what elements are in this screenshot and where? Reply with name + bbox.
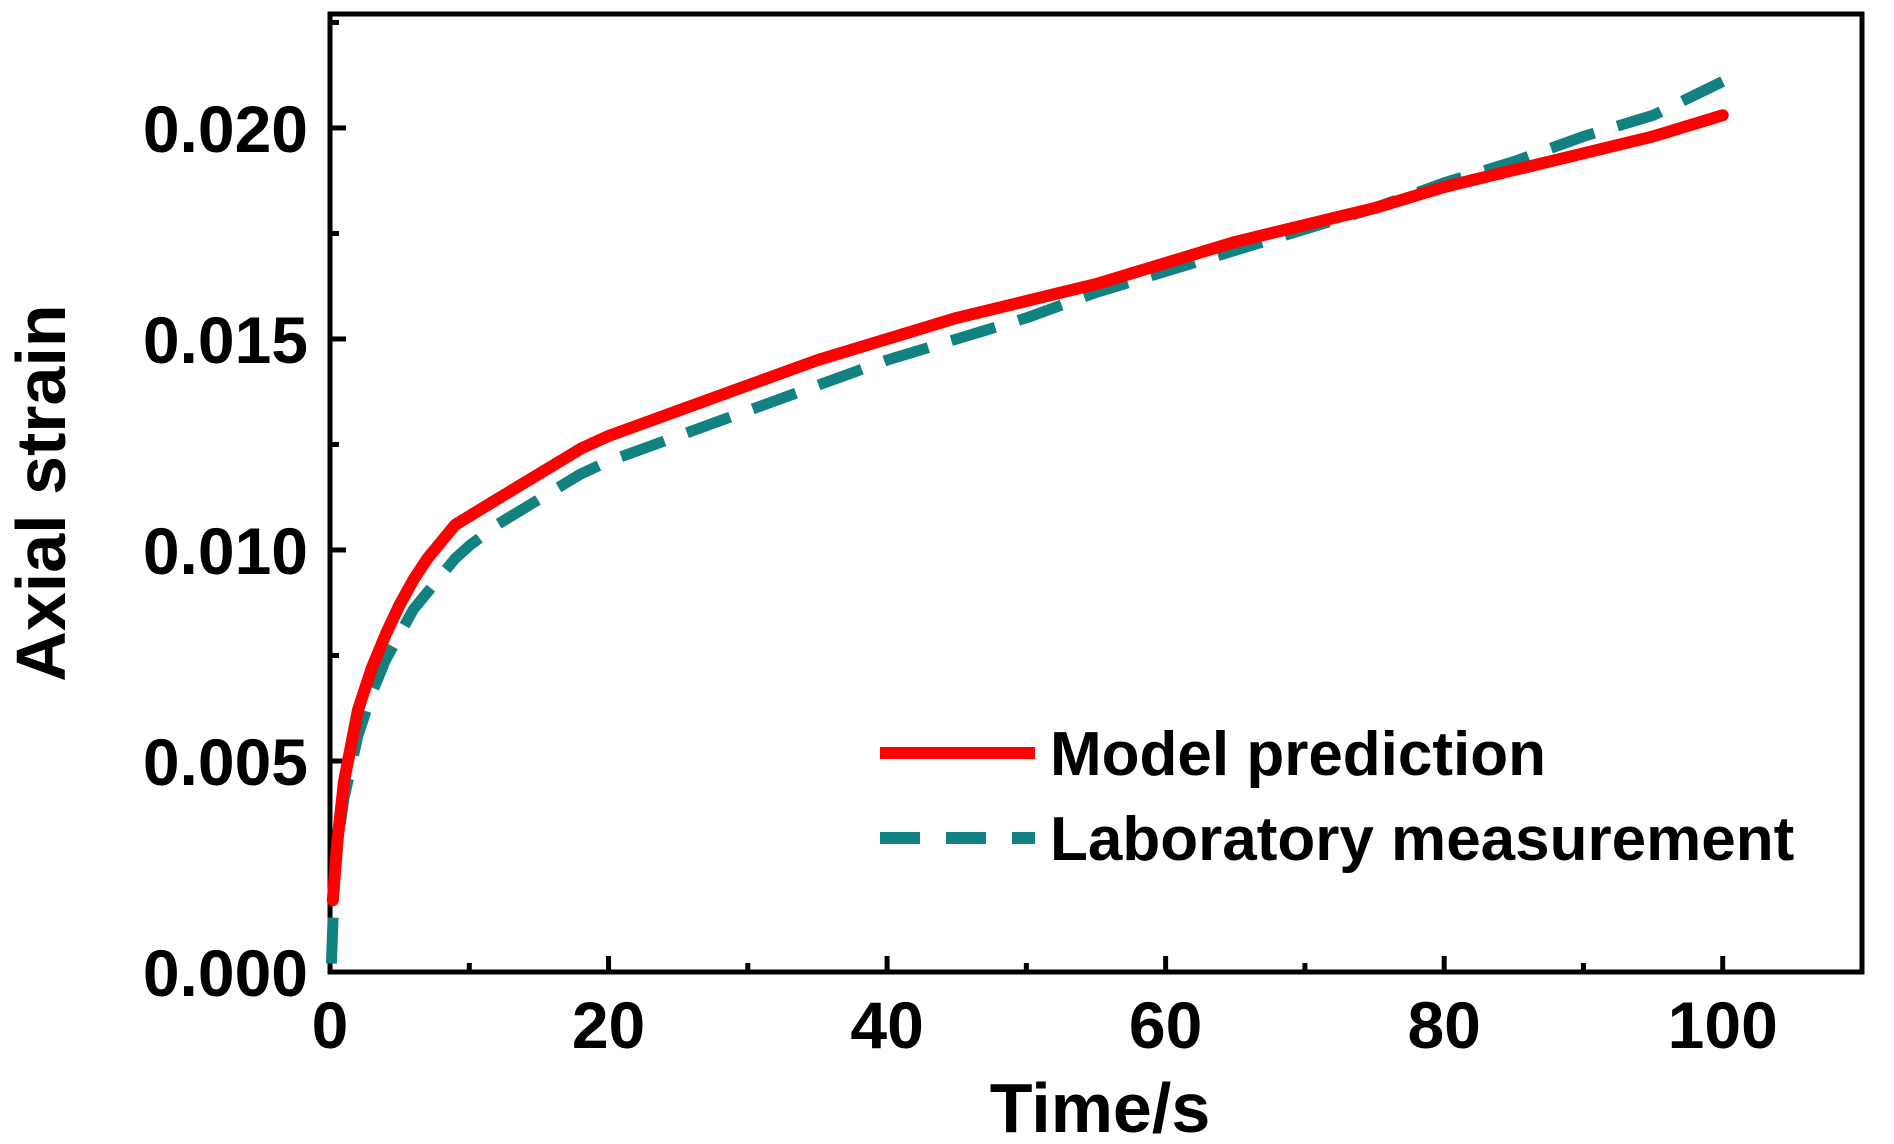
x-tick-label: 100 [1668,988,1778,1062]
x-tick-label: 0 [312,988,349,1062]
x-axis-ticks: 0 20 40 60 80 100 [312,956,1778,1062]
legend-label-laboratory-measurement: Laboratory measurement [1050,805,1794,874]
y-tick-label: 0.005 [143,725,308,799]
x-axis-title: Time/s [990,1069,1211,1144]
x-tick-label: 40 [850,988,923,1062]
x-tick-label: 80 [1407,988,1480,1062]
legend-label-model-prediction: Model prediction [1050,720,1546,789]
x-tick-label: 20 [572,988,645,1062]
y-tick-label: 0.020 [143,92,308,166]
x-tick-label: 60 [1129,988,1202,1062]
series-layer [325,76,1729,964]
y-axis-ticks: 0.000 0.005 0.010 0.015 0.020 [143,19,346,1010]
series-model-prediction-line [326,109,1729,907]
plot-frame [327,11,1865,975]
series-laboratory-measurement-line [325,76,1726,964]
y-tick-label: 0.000 [143,936,308,1010]
y-tick-label: 0.015 [143,303,308,377]
y-tick-label: 0.010 [143,514,308,588]
y-axis-title: Axial strain [2,304,80,681]
legend: Model prediction Laboratory measurement [880,720,1794,874]
